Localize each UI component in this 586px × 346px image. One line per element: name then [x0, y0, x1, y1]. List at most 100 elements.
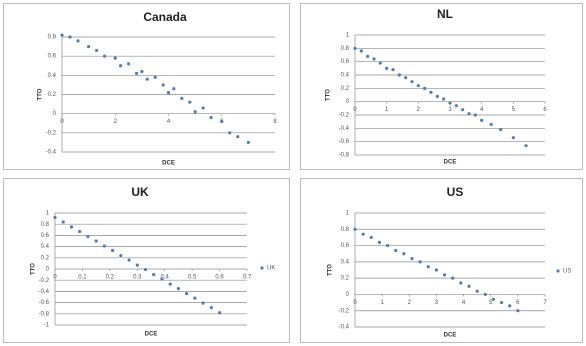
point: [134, 71, 139, 76]
point: [69, 225, 74, 229]
point: [193, 296, 197, 300]
y-tick-label: -0.2: [339, 113, 350, 119]
x-tick-label: 0.3: [133, 275, 142, 281]
legend-marker: [260, 266, 264, 270]
point: [524, 144, 528, 148]
y-tick-label: 1: [346, 211, 350, 217]
point: [172, 87, 176, 91]
point: [166, 90, 171, 95]
point: [160, 277, 164, 281]
x-tick-label: 8: [273, 119, 277, 125]
point: [369, 235, 373, 240]
y-axis-label: TTO: [328, 264, 334, 276]
x-tick-label: 2: [417, 107, 421, 113]
x-tick-label: 4: [480, 107, 484, 113]
point: [246, 140, 250, 145]
y-tick-label: -0.2: [46, 130, 57, 136]
y-tick-label: 0.8: [48, 35, 57, 41]
point: [152, 273, 156, 277]
point: [489, 122, 493, 126]
point: [473, 113, 477, 117]
x-axis-label: DCE: [444, 333, 457, 339]
point: [467, 284, 471, 288]
point: [201, 106, 205, 110]
y-tick-label: -0.4: [339, 325, 350, 331]
x-tick-label: 6: [543, 107, 547, 113]
point: [391, 68, 395, 72]
point: [95, 48, 99, 53]
y-axis-label: TTO: [31, 263, 37, 275]
chart-title: US: [447, 185, 464, 199]
chart-title: NL: [437, 7, 453, 21]
y-tick-label: 0: [346, 99, 350, 105]
y-tick-label: 0.2: [341, 276, 350, 282]
point: [209, 115, 213, 120]
panel: [300, 178, 583, 343]
x-tick-label: 3: [435, 300, 439, 306]
point: [491, 297, 496, 301]
x-tick-label: 6: [516, 300, 520, 306]
y-tick-label: 0.6: [41, 233, 50, 239]
point: [516, 309, 520, 313]
point: [78, 229, 82, 234]
x-tick-label: 0.4: [161, 275, 170, 281]
point: [499, 128, 503, 132]
x-tick-label: 3: [448, 107, 452, 113]
point: [475, 289, 479, 293]
point: [423, 86, 427, 90]
point: [143, 267, 148, 272]
point: [61, 220, 65, 224]
y-tick-label: 0.4: [341, 259, 350, 265]
x-tick-label: 0.2: [106, 275, 115, 281]
x-tick-label: 4: [462, 300, 466, 306]
x-tick-label: 7: [543, 300, 547, 306]
point: [86, 234, 90, 239]
point: [53, 215, 57, 220]
x-tick-label: 1: [385, 107, 389, 113]
x-tick-label: 0.7: [243, 275, 252, 281]
x-tick-label: 0: [353, 107, 357, 113]
panel: [3, 3, 290, 170]
point: [397, 73, 401, 77]
point: [394, 248, 398, 253]
point: [442, 97, 446, 101]
point: [372, 57, 376, 61]
point: [385, 243, 390, 248]
point: [126, 62, 131, 66]
y-tick-label: -0.4: [339, 126, 350, 132]
x-tick-label: 5: [489, 300, 493, 306]
point: [448, 101, 452, 105]
point: [94, 239, 98, 243]
x-axis-label: DCE: [162, 161, 175, 167]
y-tick-label: 0.4: [341, 73, 350, 79]
point: [353, 227, 357, 231]
point: [135, 263, 139, 267]
point: [236, 135, 240, 139]
y-tick-label: 0.6: [341, 243, 350, 249]
point: [385, 66, 389, 70]
legend-label: UK: [267, 266, 275, 272]
point: [499, 300, 504, 305]
legend-label: US: [563, 269, 571, 275]
x-tick-label: 5: [512, 107, 516, 113]
point: [480, 118, 484, 122]
point: [511, 136, 515, 140]
panel: [3, 178, 290, 343]
x-axis-label: DCE: [444, 160, 457, 166]
point: [145, 77, 149, 81]
point: [118, 64, 123, 68]
x-tick-label: 0.5: [188, 275, 197, 281]
y-tick-label: 0.4: [41, 244, 50, 250]
point: [459, 281, 463, 285]
point: [102, 244, 106, 248]
y-tick-label: -1: [44, 323, 50, 329]
y-tick-label: 0: [53, 111, 57, 117]
y-tick-label: -0.2: [339, 308, 350, 314]
point: [87, 44, 91, 49]
y-tick-label: -0.8: [39, 311, 50, 317]
point: [217, 311, 222, 315]
point: [410, 257, 414, 261]
x-tick-label: 0: [60, 119, 64, 125]
point: [209, 306, 213, 310]
